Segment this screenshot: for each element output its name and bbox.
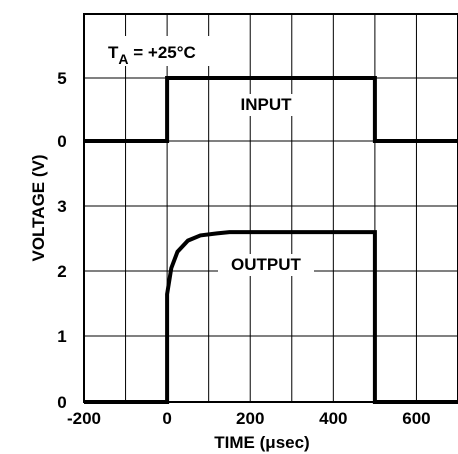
plot-frame xyxy=(83,13,458,403)
x-axis-label: TIME (μsec) xyxy=(214,433,309,452)
y-tick-label: 2 xyxy=(57,262,66,281)
y-axis-label: VOLTAGE (V) xyxy=(29,154,48,261)
y-tick-label: 3 xyxy=(57,197,66,216)
x-tick-label: 600 xyxy=(402,409,430,428)
x-tick-label: 400 xyxy=(319,409,347,428)
y-tick-label: 1 xyxy=(57,327,66,346)
y-tick-label: 0 xyxy=(57,132,66,151)
series-label-output: OUTPUT xyxy=(231,255,302,274)
y-tick-label: 5 xyxy=(57,69,66,88)
series-line-output xyxy=(84,230,458,404)
traces xyxy=(84,76,458,404)
y-tick-label: 0 xyxy=(57,393,66,412)
svg-text:TA = +25°C: TA = +25°C xyxy=(108,43,196,67)
condition-annotation: TA = +25°C xyxy=(98,36,214,67)
grid-lines xyxy=(84,14,458,402)
x-tick-label: 200 xyxy=(236,409,264,428)
x-tick-label: 0 xyxy=(162,409,171,428)
x-tick-label: -200 xyxy=(67,409,101,428)
series-label-input: INPUT xyxy=(241,95,293,114)
series-line-input xyxy=(84,76,458,143)
